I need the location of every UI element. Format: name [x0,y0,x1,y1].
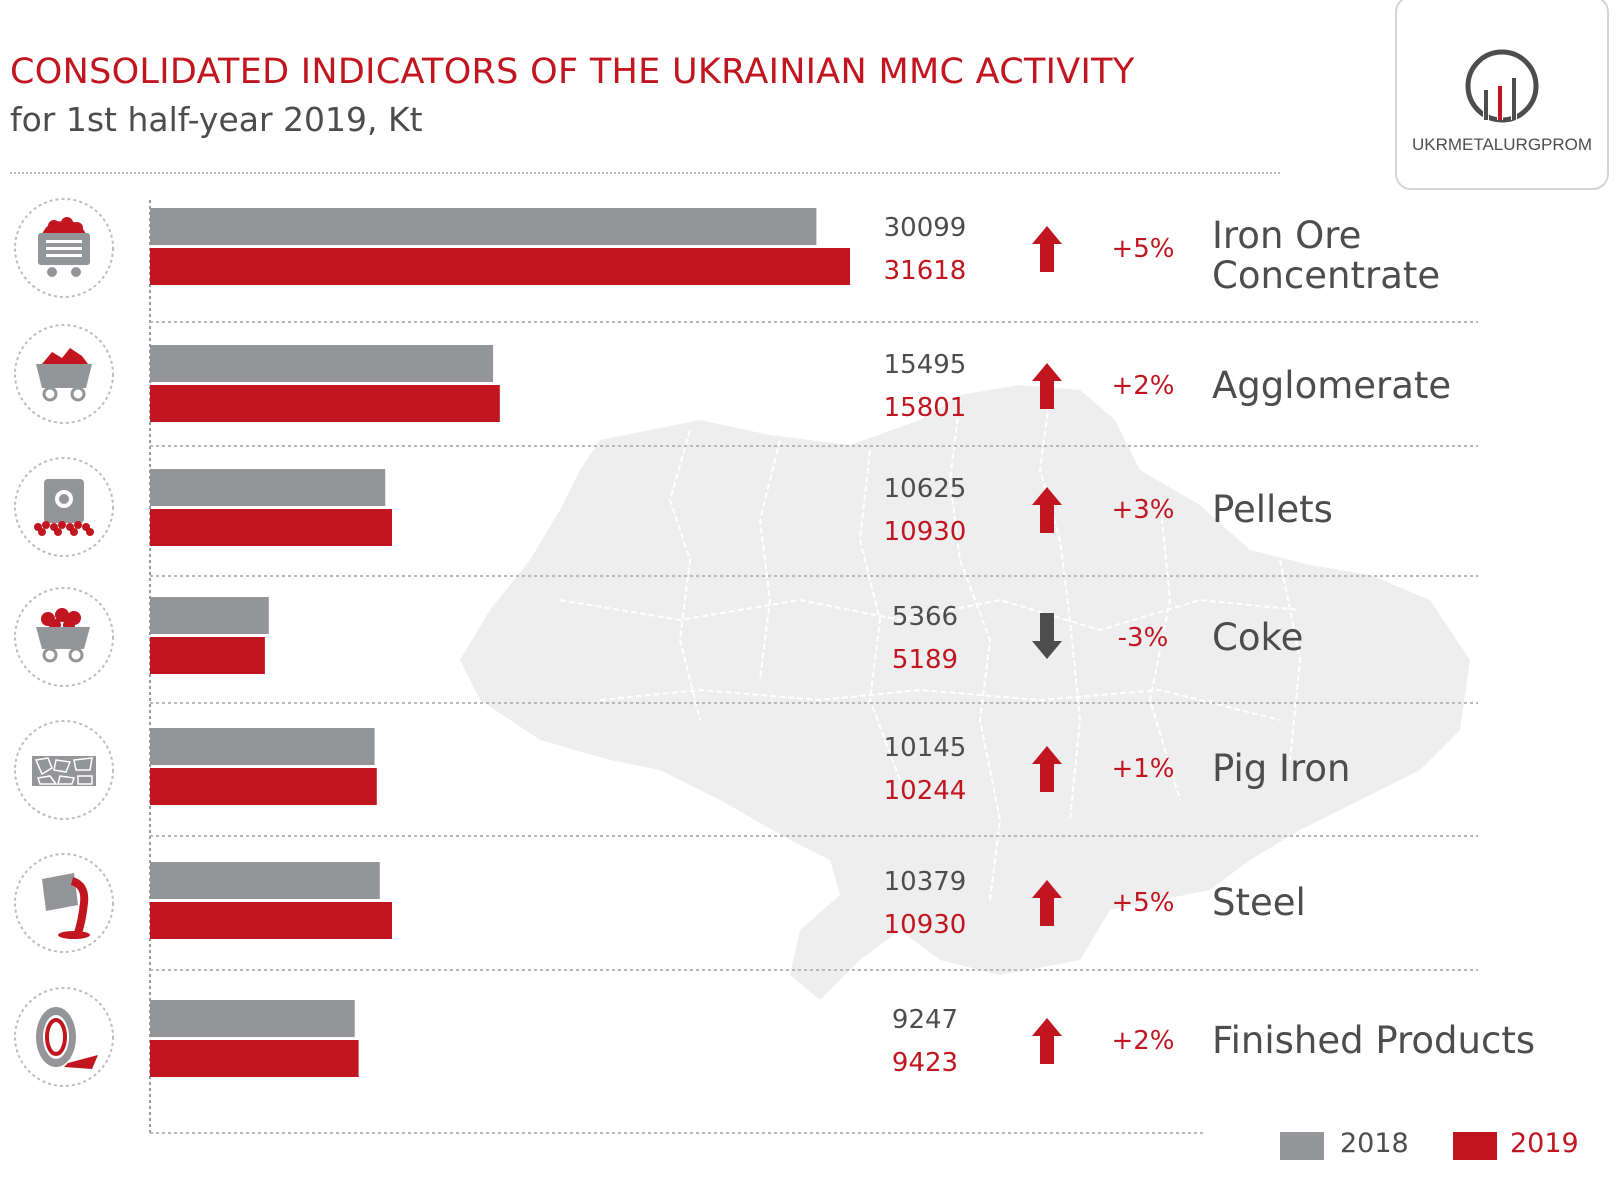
value-label-2019: 10244 [884,776,967,806]
bar-2019 [150,902,392,939]
map-region-borders [559,394,1302,901]
arrow-down-icon [1032,613,1062,659]
bar-2019 [150,248,850,285]
value-label-2019: 10930 [884,910,967,940]
legend-swatch-2018 [1280,1132,1324,1160]
bar-2019 [150,1040,359,1077]
bar-2018 [150,597,269,634]
chart-subtitle: for 1st half-year 2019, Kt [10,100,423,139]
arrow-up-icon [1032,487,1062,533]
ore-wagon-icon [12,196,116,300]
coil-icon [12,985,116,1089]
title-divider [10,172,1280,174]
value-label-2019: 10930 [884,517,967,547]
bar-2019 [150,509,392,546]
chart-title: CONSOLIDATED INDICATORS OF THE UKRAINIAN… [10,52,1135,92]
mine-cart-icon [12,322,116,426]
bar-2018 [150,1000,355,1037]
bar-2018 [150,469,386,506]
arrow-up-icon [1032,363,1062,409]
value-label-2019: 15801 [884,393,967,423]
value-label-2019: 9423 [892,1048,958,1078]
value-label-2018: 30099 [884,213,967,243]
change-percent: +2% [1111,371,1174,401]
coke-cart-icon [12,585,116,689]
bar-2018 [150,208,817,245]
legend-swatch-2019 [1453,1132,1497,1160]
change-percent: +5% [1111,234,1174,264]
legend-label-2019: 2019 [1510,1128,1579,1159]
value-label-2018: 10379 [884,867,967,897]
bar-2019 [150,637,265,674]
arrow-up-icon [1032,226,1062,272]
arrow-up-icon [1032,1018,1062,1064]
value-label-2019: 31618 [884,256,967,286]
logo-text: UKRMETALURGPROM [1411,135,1593,154]
change-percent: +3% [1111,495,1174,525]
value-label-2018: 9247 [892,1005,958,1035]
legend-label-2018: 2018 [1340,1128,1409,1159]
bar-2018 [150,345,494,382]
category-label: Concentrate [1212,254,1440,297]
change-percent: -3% [1118,623,1169,653]
category-label: Coke [1212,616,1303,659]
logo-mark-icon [1465,49,1539,123]
value-label-2018: 10625 [884,474,967,504]
legend [1280,1132,1497,1160]
change-percent: +2% [1111,1026,1174,1056]
arrow-up-icon [1032,746,1062,792]
value-label-2019: 5189 [892,645,958,675]
pig-iron-icon [12,718,116,822]
bar-2019 [150,385,500,422]
value-label-2018: 5366 [892,602,958,632]
category-label: Pellets [1212,488,1333,531]
logo: UKRMETALURGPROM [1395,0,1609,190]
arrow-up-icon [1032,880,1062,926]
bar-2018 [150,862,380,899]
ladle-pour-icon [12,851,116,955]
category-label: Iron Ore [1212,214,1361,257]
bar-2018 [150,728,375,765]
change-percent: +5% [1111,888,1174,918]
category-label: Agglomerate [1212,364,1451,407]
change-percent: +1% [1111,754,1174,784]
map-shape [460,385,1470,1000]
value-label-2018: 10145 [884,733,967,763]
value-label-2018: 15495 [884,350,967,380]
category-label: Steel [1212,881,1306,924]
category-label: Finished Products [1212,1019,1535,1062]
category-label: Pig Iron [1212,747,1350,790]
bar-2019 [150,768,377,805]
pellets-bag-icon [12,455,116,559]
